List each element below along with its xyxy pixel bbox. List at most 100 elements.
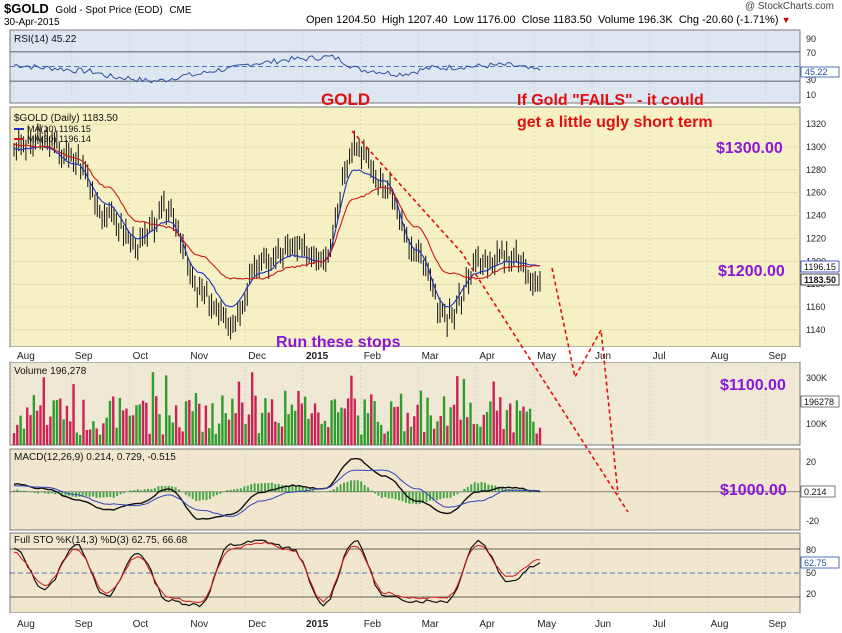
macd-hist-bar xyxy=(102,491,105,498)
macd-legend: MACD(12,26,9) 0.214, 0.729, -0.515 xyxy=(14,452,176,463)
macd-hist-bar xyxy=(233,489,236,492)
macd-hist-bar xyxy=(246,485,249,492)
ma-last-label: 1196.15 xyxy=(804,262,836,272)
macd-hist-bar xyxy=(291,484,294,492)
rsi-line xyxy=(13,54,541,84)
macd-hist-bar xyxy=(257,483,260,492)
gold-annotation: GOLD xyxy=(321,90,370,109)
sto-d-line xyxy=(13,541,541,604)
volume-bar xyxy=(184,401,188,445)
volume-bar xyxy=(446,425,449,445)
bottom-date-axis-strip xyxy=(10,613,800,633)
volume-bar xyxy=(409,426,413,445)
bottom-x-tick-label: Jun xyxy=(595,619,611,630)
panel-price xyxy=(9,106,801,348)
macd-hist-bar xyxy=(501,488,504,492)
volume-bar xyxy=(241,402,244,445)
volume-bar xyxy=(370,394,373,445)
macd-hist-bar xyxy=(150,488,153,492)
macd-hist-bar xyxy=(294,486,297,492)
volume-bar xyxy=(449,407,452,445)
x-tick-label: Dec xyxy=(248,351,266,362)
macd-hist-bar xyxy=(411,491,414,504)
bottom-x-tick-label: Apr xyxy=(479,619,495,630)
volume-bar xyxy=(121,410,125,445)
fails-annotation-line2: get a little ugly short term xyxy=(517,114,713,131)
volume-bar xyxy=(194,392,198,445)
volume-bar xyxy=(264,398,267,445)
chg-value: -20.60 (-1.71%) xyxy=(702,14,779,26)
macd-hist-bar xyxy=(508,489,511,492)
volume-bar xyxy=(181,431,184,445)
macd-last-box xyxy=(800,485,836,498)
bottom-x-tick-label: Oct xyxy=(133,619,149,630)
macd-hist-bar xyxy=(143,489,146,492)
volume-bar xyxy=(260,412,264,445)
macd-hist-bar xyxy=(377,491,380,496)
volume-bar xyxy=(518,410,522,445)
volume-bar xyxy=(88,429,92,445)
macd-hist-bar xyxy=(191,491,194,500)
macd-signal-line xyxy=(13,469,540,517)
volume-bar xyxy=(221,395,224,445)
bottom-x-tick-label: Sep xyxy=(75,619,93,630)
volume-bar xyxy=(303,396,307,445)
volume-bar xyxy=(426,397,429,445)
volume-bar xyxy=(174,405,178,445)
volume-bar xyxy=(78,434,82,445)
volume-bar xyxy=(413,416,416,445)
volume-bar xyxy=(92,421,95,445)
macd-hist-bar xyxy=(490,484,493,492)
macd-hist-bar xyxy=(387,491,390,499)
volume-label: Volume xyxy=(598,14,635,26)
volume-bar xyxy=(72,384,75,445)
volume-bar xyxy=(376,421,380,445)
volume-bar xyxy=(482,414,485,445)
volume-bar xyxy=(290,404,294,445)
volume-bar xyxy=(62,419,65,445)
x-tick-label: Jul xyxy=(653,351,666,362)
macd-hist-bar xyxy=(129,490,132,492)
volume-bar xyxy=(297,391,300,445)
macd-hist-bar xyxy=(480,481,483,492)
open-label: Open xyxy=(306,14,333,26)
price-y-tick: 1240 xyxy=(806,211,826,221)
macd-hist-bar xyxy=(47,491,50,494)
macd-hist-bar xyxy=(26,491,29,492)
price-1100-annotation: $1100.00 xyxy=(720,377,786,394)
volume-bar xyxy=(125,408,128,445)
bottom-x-tick-label: Mar xyxy=(422,619,440,630)
macd-hist-bar xyxy=(274,483,277,492)
price-1200-annotation: $1200.00 xyxy=(718,263,785,280)
volume-bar xyxy=(135,405,138,445)
volume-y-tick: 300K xyxy=(806,373,827,383)
volume-bar xyxy=(188,400,191,445)
volume-bar xyxy=(528,408,532,445)
macd-hist-bar xyxy=(353,480,356,492)
sto-y-tick: 20 xyxy=(806,589,816,599)
macd-hist-bar xyxy=(288,485,291,492)
macd-hist-bar xyxy=(243,486,246,492)
macd-hist-bar xyxy=(202,491,205,500)
bottom-x-tick-label: 2015 xyxy=(306,619,329,630)
macd-hist-bar xyxy=(98,491,101,498)
macd-hist-bar xyxy=(459,491,462,493)
volume-bar xyxy=(45,424,49,445)
macd-hist-bar xyxy=(318,491,321,493)
exchange: CME xyxy=(169,5,192,16)
macd-hist-bar xyxy=(133,490,136,492)
macd-hist-bar xyxy=(418,491,421,504)
sto-k-line xyxy=(13,539,541,608)
macd-hist-bar xyxy=(349,480,352,492)
macd-hist-bar xyxy=(356,480,359,492)
macd-hist-bar xyxy=(284,485,287,492)
macd-hist-bar xyxy=(312,490,315,492)
volume-bar xyxy=(155,396,158,445)
macd-hist-bar xyxy=(260,483,263,492)
macd-hist-bar xyxy=(332,489,335,492)
volume-bar xyxy=(327,426,330,445)
macd-hist-bar xyxy=(446,491,449,499)
macd-hist-bar xyxy=(270,482,273,492)
volume-bar xyxy=(204,405,208,445)
macd-hist-bar xyxy=(64,491,67,496)
